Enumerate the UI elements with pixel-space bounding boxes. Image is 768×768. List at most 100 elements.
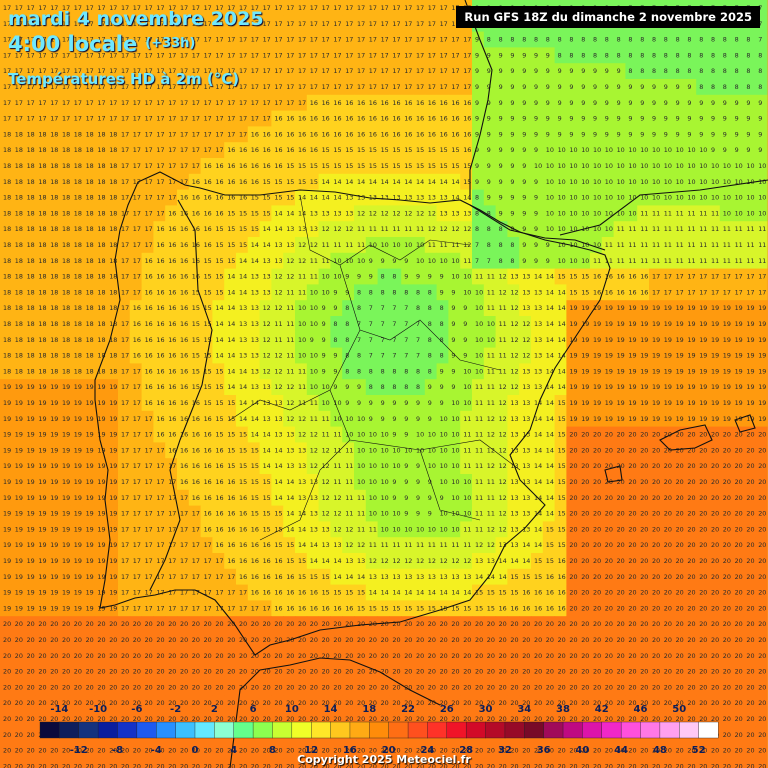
temperature-value: 15 (440, 162, 448, 170)
temperature-value: 16 (416, 115, 424, 123)
temperature-value: 9 (404, 257, 408, 265)
temperature-value: 19 (664, 352, 672, 360)
temperature-cell (106, 15, 119, 33)
temperature-value: 16 (310, 130, 318, 138)
temperature-value: 19 (699, 304, 707, 312)
temperature-value: 17 (121, 273, 129, 281)
temperature-value: 18 (15, 336, 23, 344)
temperature-value: 11 (322, 415, 330, 423)
temperature-value: 17 (156, 146, 164, 154)
temperature-value: 11 (322, 431, 330, 439)
temperature-value: 18 (62, 130, 70, 138)
temperature-value: 16 (156, 383, 164, 391)
temperature-value: 19 (593, 336, 601, 344)
temperature-value: 16 (392, 130, 400, 138)
temperature-value: 8 (664, 67, 668, 75)
temperature-value: 17 (121, 225, 129, 233)
temperature-value: 19 (676, 320, 684, 328)
temperature-value: 17 (180, 162, 188, 170)
temperature-value: 19 (676, 367, 684, 375)
temperature-value: 9 (569, 115, 573, 123)
temperature-value: 11 (499, 304, 507, 312)
temperature-value: 10 (310, 288, 318, 296)
temperature-value: 8 (487, 225, 491, 233)
temperature-value: 10 (451, 415, 459, 423)
temperature-value: 12 (274, 273, 282, 281)
temperature-cell (200, 31, 213, 48)
temperature-value: 14 (546, 431, 554, 439)
temperature-value: 18 (38, 225, 46, 233)
temperature-value: 17 (133, 99, 141, 107)
temperature-value: 18 (38, 209, 46, 217)
temperature-value: 12 (274, 304, 282, 312)
temperature-value: 8 (392, 288, 396, 296)
temperature-cell (188, 0, 202, 17)
temperature-value: 8 (487, 36, 491, 44)
temperature-value: 16 (168, 320, 176, 328)
temperature-value: 17 (27, 115, 35, 123)
temperature-value: 10 (735, 162, 743, 170)
temperature-value: 19 (15, 399, 23, 407)
temperature-value: 9 (605, 130, 609, 138)
temperature-value: 7 (381, 304, 385, 312)
temperature-value: 9 (463, 336, 467, 344)
temperature-value: 16 (345, 130, 353, 138)
temperature-value: 18 (3, 336, 11, 344)
temperature-value: 15 (204, 288, 212, 296)
temperature-value: 18 (15, 209, 23, 217)
temperature-value: 17 (687, 273, 695, 281)
temperature-value: 11 (357, 241, 365, 249)
temperature-value: 9 (392, 399, 396, 407)
temperature-value: 11 (487, 304, 495, 312)
temperature-value: 17 (676, 273, 684, 281)
temperature-value: 9 (487, 130, 491, 138)
temperature-value: 17 (357, 67, 365, 75)
temperature-value: 19 (664, 304, 672, 312)
temperature-value: 17 (227, 130, 235, 138)
temperature-value: 18 (109, 241, 117, 249)
temperature-value: 15 (227, 257, 235, 265)
temperature-value: 17 (192, 146, 200, 154)
temperature-value: 15 (333, 162, 341, 170)
temperature-value: 19 (27, 415, 35, 423)
temperature-value: 10 (628, 178, 636, 186)
temperature-value: 7 (392, 352, 396, 360)
temperature-cell (94, 31, 107, 48)
temperature-value: 8 (652, 51, 656, 59)
temperature-cell (118, 15, 131, 33)
temperature-value: 19 (640, 399, 648, 407)
temperature-value: 17 (416, 51, 424, 59)
temperature-value: 14 (428, 178, 436, 186)
temperature-cell (11, 15, 25, 33)
temperature-value: 9 (357, 383, 361, 391)
temperature-value: 17 (121, 178, 129, 186)
temperature-value: 9 (463, 352, 467, 360)
temperature-value: 16 (204, 209, 212, 217)
temperature-value: 12 (522, 336, 530, 344)
temperature-value: 8 (499, 241, 503, 249)
temperature-value: 18 (15, 241, 23, 249)
temperature-value: 11 (640, 225, 648, 233)
temperature-value: 16 (180, 399, 188, 407)
temperature-value: 17 (121, 304, 129, 312)
temperature-value: 17 (392, 51, 400, 59)
temperature-value: 17 (428, 51, 436, 59)
temperature-value: 13 (239, 352, 247, 360)
temperature-value: 9 (310, 336, 314, 344)
temperature-value: 9 (558, 115, 562, 123)
temperature-value: 8 (735, 36, 739, 44)
temperature-value: 9 (428, 399, 432, 407)
temperature-value: 14 (239, 383, 247, 391)
temperature-value: 18 (27, 367, 35, 375)
temperature-value: 14 (263, 431, 271, 439)
temperature-value: 17 (687, 288, 695, 296)
temperature-value: 18 (38, 352, 46, 360)
temperature-value: 17 (121, 194, 129, 202)
temperature-value: 10 (640, 146, 648, 154)
temperature-value: 8 (416, 367, 420, 375)
temperature-value: 17 (227, 36, 235, 44)
temperature-value: 9 (333, 367, 337, 375)
temperature-value: 16 (617, 288, 625, 296)
temperature-value: 15 (322, 162, 330, 170)
temperature-value: 17 (664, 273, 672, 281)
